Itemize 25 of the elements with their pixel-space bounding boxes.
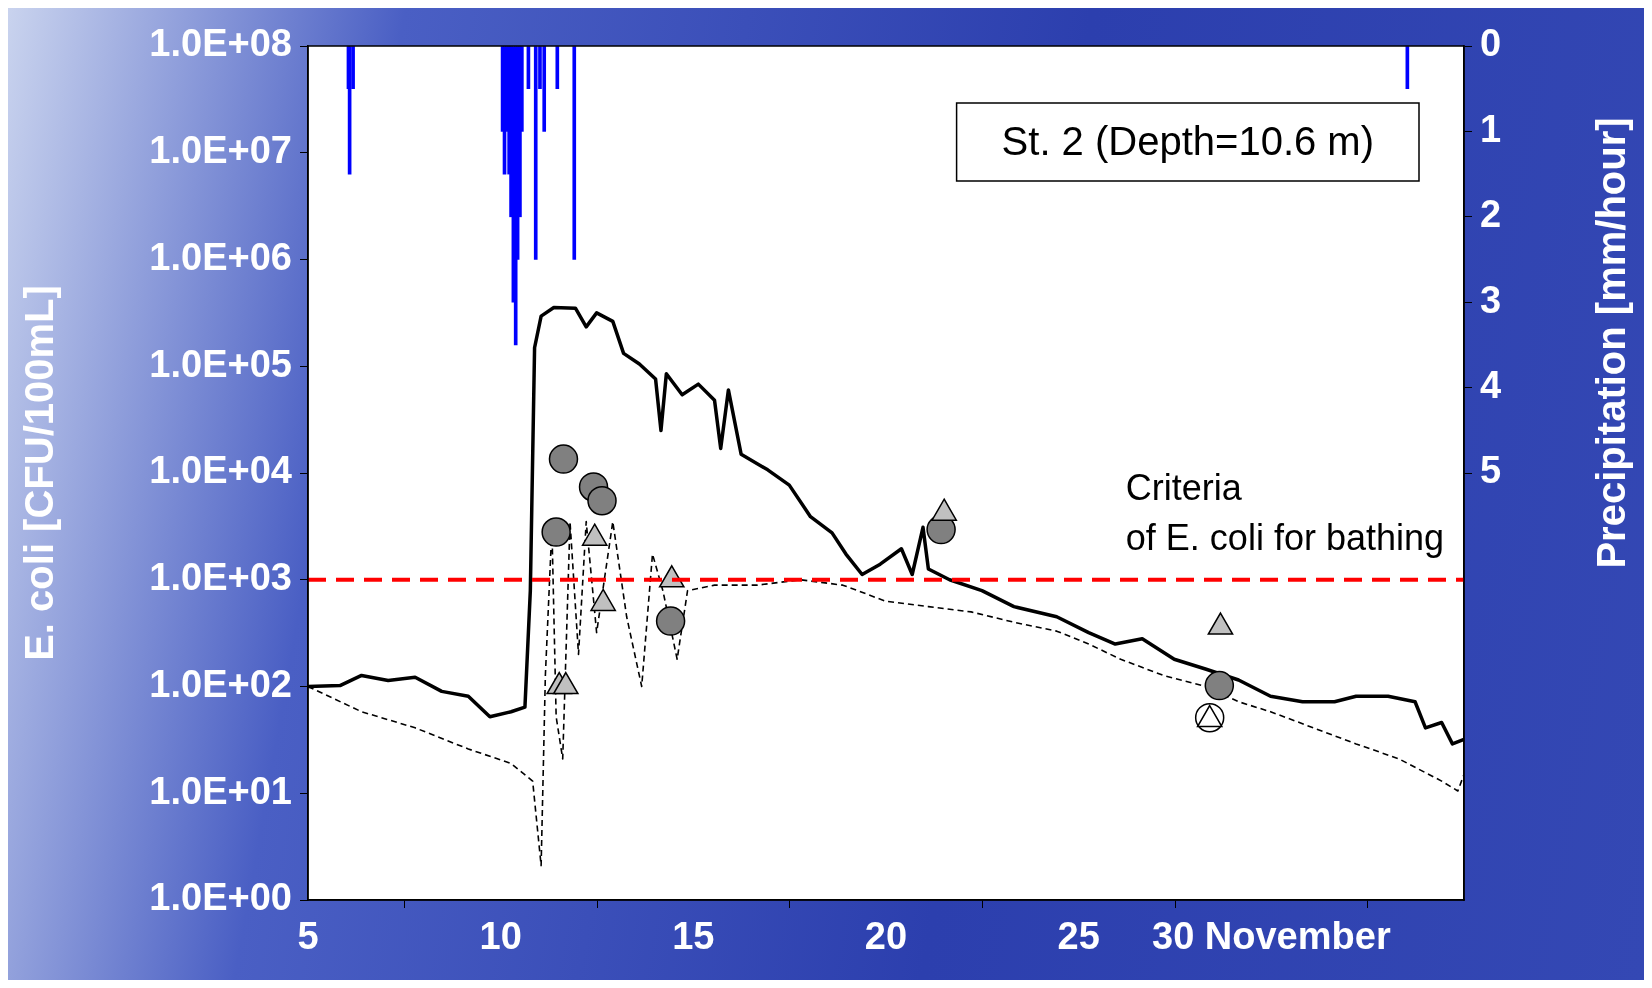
y-tick-label: 1.0E+01 [149, 769, 292, 812]
x-tick-label: 10 [479, 915, 522, 958]
y2-tick-label: 0 [1480, 22, 1502, 65]
y2-axis-title: Precipitation [mm/hour] [1589, 117, 1634, 569]
y-tick-label: 1.0E+03 [149, 556, 292, 599]
y2-tick-label: 2 [1480, 193, 1502, 236]
y-tick-label: 1.0E+04 [149, 449, 292, 492]
y-tick-label: 1.0E+05 [149, 342, 292, 385]
y2-tick-label: 1 [1480, 107, 1502, 150]
x-tick-label: 25 [1057, 915, 1100, 958]
y-tick-label: 1.0E+06 [149, 235, 292, 278]
annotation: St. 2 (Depth=10.6 m) [1001, 119, 1374, 164]
y-tick-label: 1.0E+08 [149, 22, 292, 65]
y-tick-label: 1.0E+00 [149, 876, 292, 919]
y2-tick-label: 4 [1480, 364, 1502, 407]
x-tick-label: 15 [672, 915, 715, 958]
x-tick-label: 5 [297, 915, 319, 958]
y-tick-label: 1.0E+07 [149, 129, 292, 172]
y-tick-label: 1.0E+02 [149, 662, 292, 705]
x-tick-label: 20 [864, 915, 908, 958]
y-axis-title: E. coli [CFU/100mL] [17, 285, 62, 661]
x-tick-label: 30 November [1152, 915, 1391, 958]
y2-tick-label: 5 [1480, 449, 1502, 492]
ref-line-label: Criteria of E. coli for bathing [1125, 466, 1445, 558]
y2-tick-label: 3 [1480, 278, 1502, 321]
